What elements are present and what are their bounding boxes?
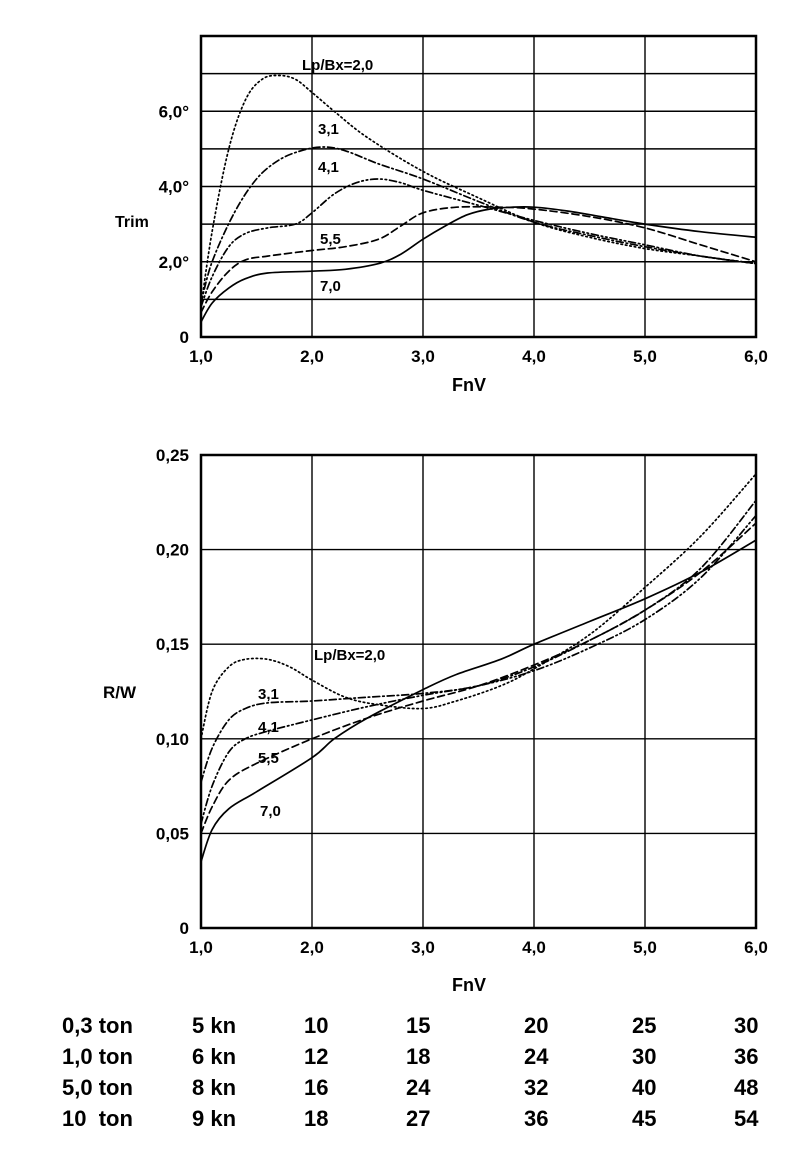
resistance-x-tick-label: 4,0 bbox=[522, 938, 546, 957]
trim-y-tick-label: 4,0° bbox=[159, 178, 190, 197]
resistance-y-tick-label: 0,10 bbox=[156, 730, 189, 749]
trim-y-axis-label: Trim bbox=[115, 214, 149, 231]
trim-x-tick-label: 3,0 bbox=[411, 347, 435, 366]
table-cell-displacement: 5,0 ton bbox=[62, 1075, 133, 1100]
resistance-grid bbox=[201, 455, 756, 928]
table-cell-speed: 36 bbox=[524, 1106, 549, 1131]
trim-y-tick-label: 2,0° bbox=[159, 253, 190, 272]
table-cell-speed: 54 bbox=[734, 1106, 759, 1131]
trim-x-tick-label: 5,0 bbox=[633, 347, 657, 366]
resistance-y-tick-label: 0 bbox=[180, 919, 189, 938]
resistance-curve-3-1 bbox=[200, 499, 757, 784]
speed-conversion-table: 0,3 ton 5 kn 10 15 20 25 30 1,0 ton 6 kn… bbox=[0, 1010, 807, 1134]
table-cell-speed: 48 bbox=[734, 1075, 759, 1100]
trim-x-tick-label: 4,0 bbox=[522, 347, 546, 366]
trim-label-7-0: 7,0 bbox=[320, 278, 341, 295]
trim-label-4-1: 4,1 bbox=[318, 159, 339, 176]
trim-x-tick-label: 1,0 bbox=[189, 347, 213, 366]
resistance-label-5-5: 5,5 bbox=[258, 750, 279, 767]
table-row: 5,0 ton 8 kn 16 24 32 40 48 bbox=[0, 1072, 807, 1103]
resistance-x-tick-label: 2,0 bbox=[300, 938, 324, 957]
resistance-curve-7-0 bbox=[200, 539, 757, 863]
trim-curve-5-5 bbox=[200, 205, 757, 314]
table-cell-speed: 45 bbox=[632, 1106, 657, 1131]
resistance-x-tick-label: 6,0 bbox=[744, 938, 768, 957]
resistance-curve-4-1 bbox=[200, 514, 757, 825]
table-cell-speed: 30 bbox=[734, 1013, 759, 1038]
table-cell-speed: 18 bbox=[406, 1044, 431, 1069]
table-cell-speed: 5 kn bbox=[192, 1013, 237, 1038]
figure: 0 2,0° 4,0° 6,0° 1,0 2,0 3,0 4,0 5,0 6,0 Trim Fn… bbox=[103, 34, 768, 995]
table-cell-speed: 32 bbox=[524, 1075, 549, 1100]
resistance-label-4-1: 4,1 bbox=[258, 719, 279, 736]
trim-x-axis-label: FnV bbox=[452, 375, 486, 395]
table-cell-speed: 24 bbox=[406, 1075, 431, 1100]
trim-plot-frame bbox=[199, 34, 758, 339]
resistance-y-axis-label: R/W bbox=[103, 683, 137, 702]
resistance-y-tick-label: 0,05 bbox=[156, 824, 189, 843]
table-row: 10 ton 9 kn 18 27 36 45 54 bbox=[0, 1103, 807, 1134]
table-row: 1,0 ton 6 kn 12 18 24 30 36 bbox=[0, 1041, 807, 1072]
table-cell-speed: 40 bbox=[632, 1075, 657, 1100]
table-cell-speed: 16 bbox=[304, 1075, 329, 1100]
table-cell-speed: 8 kn bbox=[192, 1075, 237, 1100]
table-cell-displacement: 1,0 ton bbox=[62, 1044, 133, 1069]
table-cell-speed: 12 bbox=[304, 1044, 329, 1069]
resistance-x-tick-label: 1,0 bbox=[189, 938, 213, 957]
trim-x-tick-label: 6,0 bbox=[744, 347, 768, 366]
trim-label-5-5: 5,5 bbox=[320, 231, 341, 248]
table-cell-speed: 18 bbox=[304, 1106, 329, 1131]
table-cell-speed: 10 bbox=[304, 1013, 329, 1038]
resistance-y-tick-labels: 0 0,05 0,10 0,15 0,20 0,25 bbox=[156, 446, 189, 938]
trim-curves bbox=[200, 74, 757, 323]
trim-label-lp-bx: Lp/Bx=2,0 bbox=[302, 57, 373, 74]
table-cell-speed: 15 bbox=[406, 1013, 431, 1038]
table-cell-speed: 36 bbox=[734, 1044, 759, 1069]
trim-x-tick-label: 2,0 bbox=[300, 347, 324, 366]
table-cell-speed: 9 kn bbox=[192, 1106, 237, 1131]
trim-label-3-1: 3,1 bbox=[318, 121, 339, 138]
trim-y-tick-labels: 0 2,0° 4,0° 6,0° bbox=[159, 102, 190, 347]
table-cell-displacement: 10 ton bbox=[62, 1106, 133, 1131]
table-cell-speed: 25 bbox=[632, 1013, 657, 1038]
table-cell-speed: 24 bbox=[524, 1044, 549, 1069]
resistance-label-lp-bx: Lp/Bx=2,0 bbox=[314, 647, 385, 664]
resistance-y-tick-label: 0,25 bbox=[156, 446, 189, 465]
trim-x-tick-labels: 1,0 2,0 3,0 4,0 5,0 6,0 bbox=[189, 347, 768, 366]
table-row: 0,3 ton 5 kn 10 15 20 25 30 bbox=[0, 1010, 807, 1041]
resistance-label-3-1: 3,1 bbox=[258, 686, 279, 703]
resistance-x-axis-label: FnV bbox=[452, 975, 486, 995]
trim-grid bbox=[201, 36, 756, 337]
table-cell-displacement: 0,3 ton bbox=[62, 1013, 133, 1038]
table-cell-speed: 20 bbox=[524, 1013, 549, 1038]
resistance-x-tick-labels: 1,0 2,0 3,0 4,0 5,0 6,0 bbox=[189, 938, 768, 957]
table-cell-speed: 6 kn bbox=[192, 1044, 237, 1069]
resistance-plot-frame bbox=[199, 453, 758, 930]
trim-curve-lp-bx-2-0 bbox=[200, 74, 757, 308]
resistance-y-tick-label: 0,20 bbox=[156, 541, 189, 560]
trim-y-tick-label: 6,0° bbox=[159, 102, 190, 121]
trim-curve-3-1 bbox=[200, 146, 757, 304]
resistance-curve-lp-bx-2-0 bbox=[200, 473, 757, 740]
resistance-x-tick-label: 3,0 bbox=[411, 938, 435, 957]
trim-curve-4-1 bbox=[200, 178, 757, 308]
trim-y-tick-label: 0 bbox=[180, 328, 189, 347]
resistance-curve-5-5 bbox=[200, 522, 757, 835]
table-cell-speed: 27 bbox=[406, 1106, 431, 1131]
trim-chart: 0 2,0° 4,0° 6,0° 1,0 2,0 3,0 4,0 5,0 6,0 Trim Fn… bbox=[115, 34, 768, 395]
resistance-curves bbox=[200, 473, 757, 863]
resistance-x-tick-label: 5,0 bbox=[633, 938, 657, 957]
resistance-chart: 0 0,05 0,10 0,15 0,20 0,25 1,0 2,0 3,0 4,0 5,0 6,0… bbox=[103, 446, 768, 995]
resistance-y-tick-label: 0,15 bbox=[156, 635, 189, 654]
trim-curve-7-0 bbox=[200, 206, 757, 323]
table-cell-speed: 30 bbox=[632, 1044, 657, 1069]
resistance-label-7-0: 7,0 bbox=[260, 803, 281, 820]
